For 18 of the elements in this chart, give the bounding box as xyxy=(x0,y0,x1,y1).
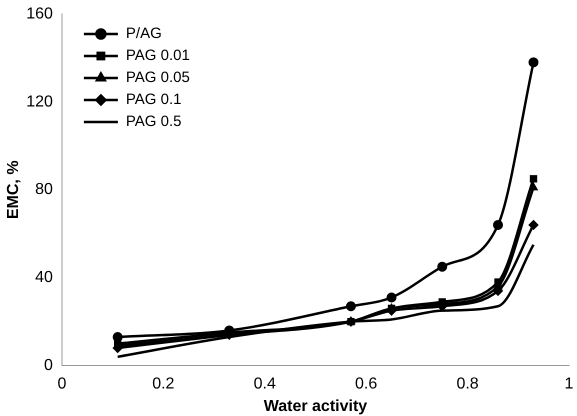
y-tick-label: 160 xyxy=(26,5,53,22)
x-tick-label: 0.6 xyxy=(355,376,378,393)
y-tick-label: 120 xyxy=(26,93,53,110)
y-tick-label: 40 xyxy=(35,269,53,286)
x-tick-label: 1 xyxy=(564,376,574,393)
y-tick-label: 80 xyxy=(35,181,53,198)
y-tick-label: 0 xyxy=(44,357,53,374)
legend-label: PAG 0.5 xyxy=(126,113,182,130)
legend-label: PAG 0.1 xyxy=(126,91,182,108)
legend-label: PAG 0.05 xyxy=(126,69,190,86)
x-axis-title: Water activity xyxy=(264,398,368,415)
x-tick-label: 0.2 xyxy=(152,376,175,393)
x-tick-label: 0 xyxy=(57,376,66,393)
legend-label: PAG 0.01 xyxy=(126,47,190,64)
x-tick-label: 0.4 xyxy=(254,376,276,393)
legend-label: P/AG xyxy=(126,25,162,42)
y-axis-title: EMC, % xyxy=(5,160,22,220)
x-tick-label: 0.8 xyxy=(456,376,479,393)
